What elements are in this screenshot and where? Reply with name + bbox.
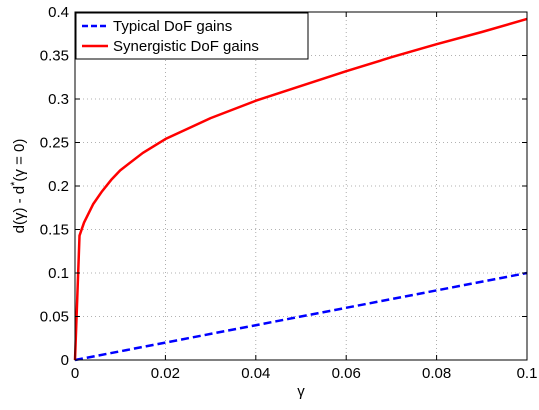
y-axis-label-base: d(γ) - d [11,186,28,234]
legend: Typical DoF gains Synergistic DoF gains [75,12,309,60]
x-axis-label: γ [297,383,305,400]
x-tick-label: 0 [71,365,79,382]
y-tick-label: 0.25 [40,135,69,152]
legend-label-synergistic: Synergistic DoF gains [113,38,259,55]
x-tick-label: 0.06 [332,365,361,382]
series-layer [73,17,528,362]
y-axis-label-tail: (γ = 0) [11,139,28,182]
x-tick-label: 0.1 [517,365,538,382]
y-tick-label: 0.3 [48,91,69,108]
series-line-typical [74,271,528,362]
y-tick-label: 0.1 [48,265,69,282]
y-tick-label: 0.35 [40,48,69,65]
x-tick-label: 0.04 [241,365,270,382]
axis-ticks: 0 0.02 0.04 0.06 0.08 0.1 0 0.05 0.1 0.15 0.2 0.25 0… [40,4,538,382]
y-tick-label: 0.05 [40,309,69,326]
y-axis-label: d(γ) - d*(γ = 0) [9,139,28,234]
legend-box [75,12,309,60]
y-axis-label-superscript: * [9,181,21,186]
y-tick-label: 0.15 [40,222,69,239]
x-tick-label: 0.08 [422,365,451,382]
y-tick-label: 0.2 [48,178,69,195]
y-tick-label: 0 [61,352,69,369]
legend-label-typical: Typical DoF gains [113,18,232,35]
x-tick-label: 0.02 [151,365,180,382]
y-tick-label: 0.4 [48,4,69,21]
series-line-synergistic [73,17,528,361]
grid-lines [75,12,527,360]
